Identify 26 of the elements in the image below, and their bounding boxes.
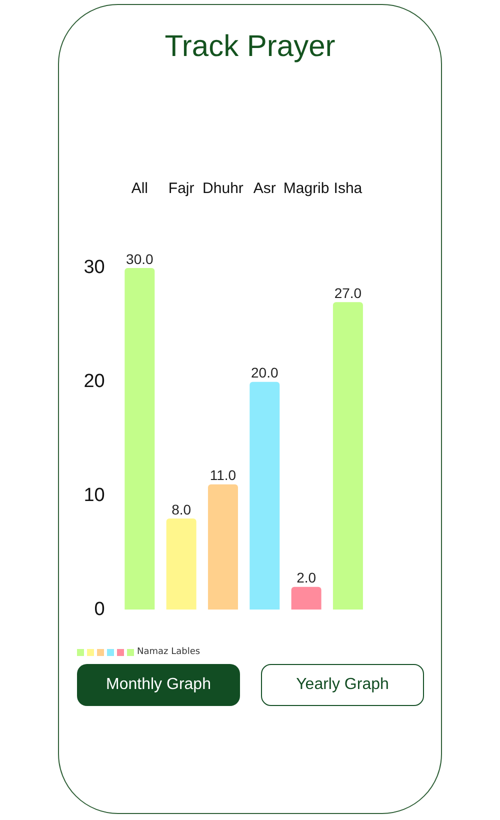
x-tick-label: Asr <box>253 180 276 198</box>
toggle-button[interactable]: Yearly Graph <box>261 664 424 706</box>
x-tick-label: Magrib <box>283 180 330 198</box>
bar <box>166 518 196 610</box>
x-tick-label: Dhuhr <box>202 180 244 198</box>
x-tick-label: Fajr <box>168 180 194 198</box>
x-tick-label: All <box>131 180 148 198</box>
bar <box>208 484 238 610</box>
x-tick-label: Isha <box>334 180 363 198</box>
data-label: 2.0 <box>296 570 316 586</box>
bar <box>250 382 280 610</box>
chart-title: Track Prayer <box>164 30 336 64</box>
bar <box>291 586 322 610</box>
bar <box>332 302 363 610</box>
legend-label: Namaz Lables <box>137 647 200 657</box>
data-label: 30.0 <box>126 250 154 267</box>
data-label: 11.0 <box>210 467 236 484</box>
data-label: 27.0 <box>334 285 362 302</box>
data-label: 8.0 <box>172 501 192 518</box>
y-tick-label: 30 <box>84 257 105 278</box>
y-tick-label: 0 <box>94 598 105 620</box>
y-tick-label: 20 <box>84 371 105 392</box>
data-label: 20.0 <box>251 364 278 381</box>
y-tick-label: 10 <box>84 484 105 506</box>
toggle-button[interactable]: Monthly Graph <box>77 664 240 706</box>
bar <box>124 268 155 610</box>
